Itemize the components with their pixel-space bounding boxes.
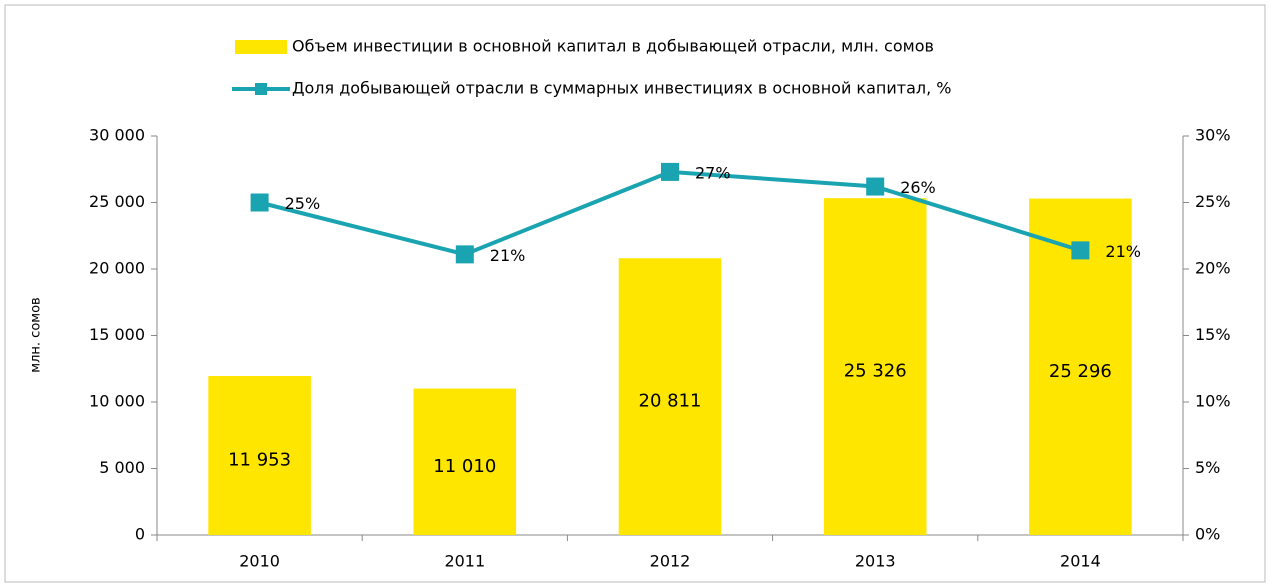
- y2-tick-label: 15%: [1195, 325, 1231, 344]
- y2-tick-label: 10%: [1195, 392, 1231, 411]
- line-marker: [1071, 241, 1090, 260]
- x-tick-label: 2013: [855, 552, 896, 571]
- y-tick-label: 30 000: [89, 126, 145, 145]
- line-marker: [250, 193, 269, 212]
- line-value-label: 21%: [490, 246, 526, 265]
- y-tick-label: 20 000: [89, 259, 145, 278]
- legend-swatch: [235, 40, 287, 54]
- x-tick-label: 2011: [444, 552, 485, 571]
- y-tick-label: 25 000: [89, 192, 145, 211]
- bar-value-label: 11 010: [433, 456, 496, 477]
- bar-value-label: 25 296: [1049, 361, 1112, 382]
- bar-value-label: 25 326: [844, 361, 907, 382]
- bar: [618, 258, 722, 535]
- y-tick-label: 10 000: [89, 392, 145, 411]
- legend-swatch: [255, 83, 267, 95]
- y2-tick-label: 30%: [1195, 126, 1231, 145]
- legend-label: Доля добывающей отрасли в суммарных инве…: [292, 79, 951, 98]
- y2-tick-label: 0%: [1195, 525, 1220, 544]
- y-tick-label: 0: [135, 525, 145, 544]
- bar: [208, 376, 311, 535]
- bar-value-label: 20 811: [639, 391, 702, 412]
- line-value-label: 25%: [285, 194, 321, 213]
- y2-tick-label: 20%: [1195, 259, 1231, 278]
- line-value-label: 26%: [900, 178, 936, 197]
- x-tick-label: 2014: [1060, 552, 1101, 571]
- line-marker: [866, 177, 885, 196]
- x-tick-label: 2010: [239, 552, 280, 571]
- line-value-label: 27%: [695, 163, 731, 182]
- legend-label: Объем инвестиции в основной капитал в до…: [292, 37, 934, 56]
- bar: [413, 388, 517, 535]
- bar-value-label: 11 953: [228, 450, 291, 471]
- x-tick-label: 2012: [650, 552, 691, 571]
- line-marker: [455, 245, 474, 264]
- y-tick-label: 15 000: [89, 325, 145, 344]
- y-tick-label: 5 000: [99, 458, 145, 477]
- y2-tick-label: 25%: [1195, 192, 1231, 211]
- line-value-label: 21%: [1105, 242, 1141, 261]
- y-axis-label: млн. сомов: [29, 297, 44, 372]
- bar: [823, 198, 927, 536]
- line-marker: [661, 162, 679, 181]
- y2-tick-label: 5%: [1195, 458, 1220, 477]
